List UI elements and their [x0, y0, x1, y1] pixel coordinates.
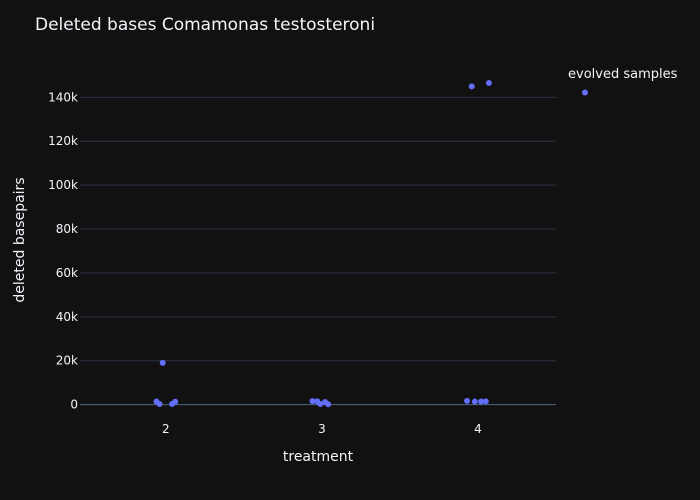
- x-axis-title: treatment: [283, 449, 354, 465]
- data-point[interactable]: [159, 359, 166, 366]
- data-point[interactable]: [464, 397, 471, 404]
- x-axis-ticks: 2 3 4: [162, 422, 482, 436]
- y-tick-label: 40k: [56, 310, 78, 324]
- data-point[interactable]: [482, 398, 489, 405]
- y-tick-label: 0: [70, 398, 78, 412]
- y-axis-ticks: 0 20k 40k 60k 80k 100k 120k 140k: [48, 90, 78, 411]
- legend-marker: [582, 89, 588, 96]
- data-point[interactable]: [309, 398, 316, 405]
- legend-label: evolved samples: [568, 67, 678, 82]
- chart-title: Deleted bases Comamonas testosteroni: [35, 15, 375, 35]
- x-tick-label: 4: [474, 422, 482, 436]
- y-axis-title: deleted basepairs: [12, 177, 28, 302]
- y-tick-label: 100k: [48, 178, 78, 192]
- data-point[interactable]: [471, 398, 478, 405]
- legend[interactable]: evolved samples: [568, 67, 678, 96]
- data-point[interactable]: [325, 401, 332, 408]
- x-tick-label: 2: [162, 422, 170, 436]
- data-point[interactable]: [156, 400, 163, 407]
- y-tick-label: 120k: [48, 134, 78, 148]
- data-point[interactable]: [172, 398, 179, 405]
- y-tick-label: 140k: [48, 90, 78, 104]
- data-point[interactable]: [317, 400, 324, 407]
- y-tick-label: 60k: [56, 266, 78, 280]
- x-tick-label: 3: [318, 422, 326, 436]
- y-tick-label: 80k: [56, 222, 78, 236]
- data-point[interactable]: [478, 398, 485, 405]
- data-point[interactable]: [468, 83, 475, 90]
- y-tick-label: 20k: [56, 354, 78, 368]
- data-point[interactable]: [485, 80, 492, 87]
- data-points[interactable]: [153, 80, 492, 408]
